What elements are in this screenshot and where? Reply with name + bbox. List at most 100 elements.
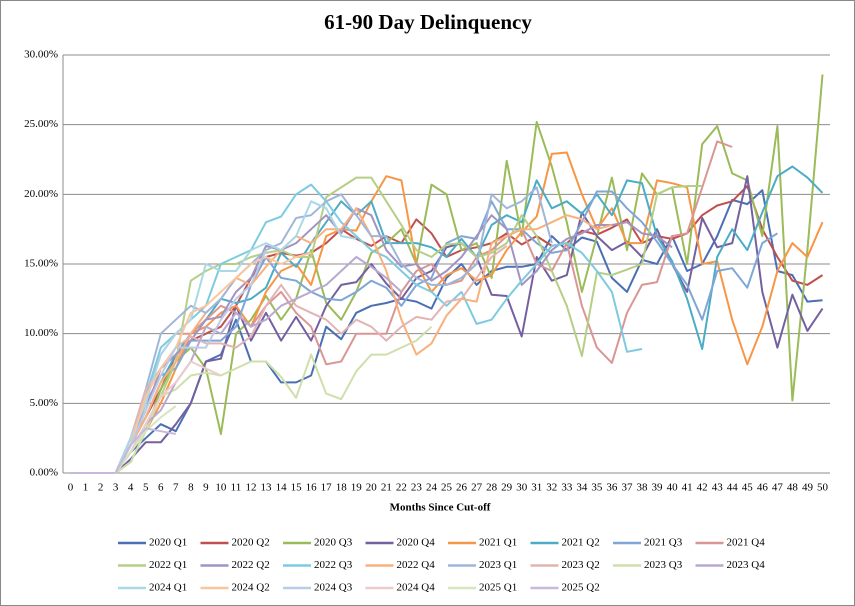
x-tick-label: 5 — [143, 482, 149, 494]
legend-label: 2021 Q2 — [562, 537, 600, 549]
y-tick-label: 10.00% — [24, 327, 58, 339]
legend-item: 2021 Q1 — [448, 537, 517, 549]
x-tick-label: 14 — [276, 482, 288, 494]
x-tick-label: 23 — [411, 482, 423, 494]
legend-item: 2022 Q2 — [200, 559, 270, 571]
series-line — [70, 151, 824, 474]
legend-label: 2020 Q1 — [149, 537, 187, 549]
series-line — [70, 207, 613, 474]
legend-label: 2024 Q2 — [232, 582, 270, 594]
x-tick-label: 48 — [787, 482, 799, 494]
x-tick-label: 27 — [471, 482, 483, 494]
x-tick-label: 15 — [291, 482, 303, 494]
x-tick-label: 0 — [68, 482, 74, 494]
x-tick-label: 42 — [697, 482, 708, 494]
x-tick-label: 20 — [366, 482, 378, 494]
x-tick-label: 33 — [561, 482, 573, 494]
series-line — [70, 186, 553, 474]
legend-item: 2021 Q2 — [530, 537, 600, 549]
x-tick-label: 24 — [426, 482, 438, 494]
x-tick-label: 1 — [83, 482, 89, 494]
y-tick-label: 0.00% — [30, 467, 58, 479]
series-line — [70, 183, 643, 474]
x-tick-label: 37 — [621, 482, 633, 494]
x-tick-label: 11 — [231, 482, 242, 494]
legend-label: 2021 Q1 — [479, 537, 517, 549]
legend-label: 2020 Q2 — [232, 537, 270, 549]
x-axis-title: Months Since Cut-off — [390, 502, 491, 514]
legend-item: 2020 Q2 — [200, 537, 270, 549]
x-tick-label: 18 — [336, 482, 348, 494]
legend-label: 2022 Q2 — [232, 559, 270, 571]
legend-label: 2022 Q4 — [397, 559, 436, 571]
y-tick-label: 5.00% — [30, 397, 58, 409]
x-tick-label: 19 — [351, 482, 363, 494]
x-tick-label: 45 — [742, 482, 754, 494]
legend-item: 2023 Q3 — [613, 559, 683, 571]
legend-label: 2023 Q2 — [562, 559, 600, 571]
x-tick-label: 16 — [306, 482, 318, 494]
y-tick-label: 20.00% — [24, 188, 58, 200]
legend-item: 2023 Q1 — [448, 559, 517, 571]
x-tick-label: 6 — [158, 482, 164, 494]
legend-item: 2024 Q1 — [118, 582, 187, 594]
x-tick-label: 3 — [113, 482, 119, 494]
x-tick-label: 36 — [606, 482, 618, 494]
legend-item: 2025 Q1 — [448, 582, 517, 594]
legend-item: 2024 Q4 — [365, 582, 436, 594]
legend-label: 2022 Q3 — [314, 559, 353, 571]
x-tick-label: 44 — [727, 482, 739, 494]
legend-label: 2020 Q4 — [397, 537, 436, 549]
x-tick-label: 38 — [637, 482, 649, 494]
x-tick-label: 30 — [516, 482, 528, 494]
legend-item: 2021 Q4 — [695, 537, 765, 549]
legend-label: 2020 Q3 — [314, 537, 353, 549]
x-tick-label: 10 — [215, 482, 227, 494]
x-tick-label: 12 — [245, 482, 256, 494]
x-tick-label: 40 — [667, 482, 679, 494]
legend-item: 2022 Q4 — [365, 559, 436, 571]
legend-item: 2022 Q3 — [283, 559, 353, 571]
x-tick-label: 26 — [456, 482, 468, 494]
series-line — [70, 74, 824, 474]
legend-label: 2022 Q1 — [149, 559, 187, 571]
x-tick-label: 7 — [173, 482, 179, 494]
legend-item: 2023 Q4 — [695, 559, 766, 571]
x-tick-label: 29 — [501, 482, 513, 494]
series-line — [70, 325, 433, 474]
legend-item: 2020 Q4 — [365, 537, 436, 549]
x-tick-label: 28 — [486, 482, 498, 494]
x-tick-label: 50 — [817, 482, 829, 494]
legend-item: 2021 Q3 — [613, 537, 683, 549]
x-tick-label: 41 — [682, 482, 693, 494]
x-tick-label: 34 — [576, 482, 588, 494]
legend-label: 2023 Q3 — [644, 559, 683, 571]
series-line — [70, 207, 673, 474]
series-line — [70, 427, 176, 474]
x-tick-label: 46 — [757, 482, 769, 494]
legend-label: 2024 Q4 — [397, 582, 436, 594]
x-tick-label: 9 — [203, 482, 209, 494]
legend-item: 2024 Q2 — [200, 582, 270, 594]
x-tick-label: 43 — [712, 482, 724, 494]
x-tick-label: 4 — [128, 482, 134, 494]
legend-label: 2023 Q4 — [727, 559, 766, 571]
legend-item: 2020 Q3 — [283, 537, 353, 549]
legend-item: 2020 Q1 — [118, 537, 187, 549]
x-tick-label: 22 — [396, 482, 407, 494]
legend-item: 2022 Q1 — [118, 559, 187, 571]
legend-item: 2024 Q3 — [283, 582, 353, 594]
legend-item: 2023 Q2 — [530, 559, 600, 571]
legend-item: 2025 Q2 — [530, 582, 600, 594]
legend-label: 2021 Q3 — [644, 537, 683, 549]
x-tick-label: 8 — [188, 482, 194, 494]
x-tick-label: 2 — [98, 482, 104, 494]
x-tick-label: 35 — [591, 482, 603, 494]
x-tick-label: 47 — [772, 482, 784, 494]
x-tick-label: 31 — [531, 482, 542, 494]
x-tick-label: 39 — [652, 482, 664, 494]
legend-label: 2023 Q1 — [479, 559, 517, 571]
